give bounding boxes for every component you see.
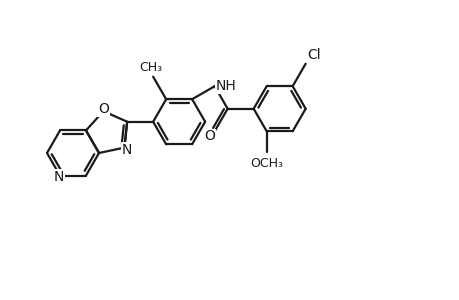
Text: N: N: [54, 169, 64, 184]
Text: O: O: [204, 129, 215, 143]
Text: CH₃: CH₃: [139, 61, 162, 74]
Text: N: N: [121, 142, 131, 157]
Text: Cl: Cl: [307, 48, 320, 62]
Text: O: O: [98, 102, 109, 116]
Text: NH: NH: [215, 79, 235, 93]
Text: OCH₃: OCH₃: [250, 157, 283, 170]
